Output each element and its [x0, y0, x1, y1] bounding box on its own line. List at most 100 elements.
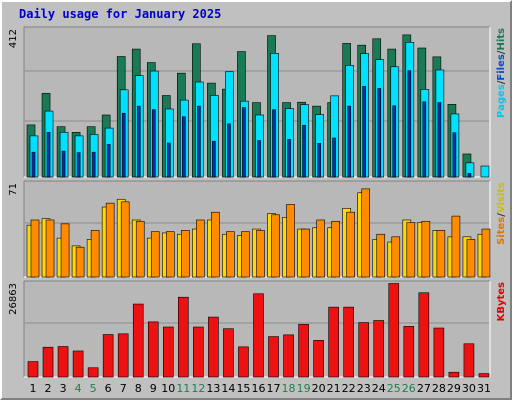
x-axis-day-label: 17	[267, 382, 281, 395]
hits-panel-legend-item-0: Pages	[496, 84, 507, 118]
x-axis-day-label: 26	[402, 382, 416, 395]
sites-bar	[196, 219, 205, 278]
kbytes-bar	[87, 367, 99, 378]
x-axis-day-label: 24	[372, 382, 386, 395]
pages-bar	[151, 109, 156, 178]
x-axis-day-label: 21	[327, 382, 341, 395]
kbytes-panel-legend: KBytes	[496, 282, 507, 321]
kbytes-bar	[448, 371, 460, 378]
kbytes-bar	[238, 346, 249, 378]
kbytes-bar	[433, 327, 445, 378]
kbytes-bar	[117, 333, 129, 378]
pages-bar	[362, 85, 367, 178]
sites-bar	[181, 230, 190, 278]
sites-bar	[105, 202, 115, 278]
kbytes-bar	[403, 326, 415, 378]
pages-bar	[227, 123, 231, 178]
x-axis-day-label: 4	[75, 382, 82, 395]
kbytes-bar	[373, 320, 385, 378]
pages-bar	[91, 151, 96, 178]
sites-bar	[45, 219, 55, 278]
hits-panel-legend-item-2: Files	[496, 54, 507, 80]
sites-bar	[451, 215, 461, 278]
visits-panel-max-label: 71	[8, 183, 19, 196]
kbytes-bar	[388, 283, 400, 378]
kbytes-bar	[298, 323, 309, 378]
pages-bar	[302, 124, 306, 178]
x-axis-day-label: 22	[342, 382, 356, 395]
x-axis-day-label: 2	[45, 382, 52, 395]
visits-panel-legend-item-2: Visits	[496, 182, 507, 213]
visits-panel-legend-item-0: Sites	[496, 217, 507, 245]
kbytes-bar	[208, 316, 219, 378]
kbytes-bar	[313, 340, 324, 378]
x-axis-day-label: 18	[282, 382, 296, 395]
chart-title: Daily usage for January 2025	[19, 7, 222, 21]
x-axis-day-label: 28	[432, 382, 446, 395]
hits-panel-legend-item-4: Hits	[496, 28, 507, 51]
sites-bar	[481, 228, 491, 278]
pages-bar	[197, 105, 201, 178]
pages-bar	[31, 151, 36, 178]
kbytes-bar	[132, 303, 144, 378]
pages-bar	[452, 132, 457, 178]
visits-panel-legend-item-1: /	[496, 213, 507, 217]
kbytes-bar	[268, 336, 279, 378]
x-axis-day-label: 15	[236, 382, 250, 395]
x-axis-day-label: 1	[30, 382, 37, 395]
sites-bar	[90, 230, 100, 278]
kbytes-bar	[72, 350, 84, 378]
kbytes-bar	[358, 322, 370, 378]
pages-bar	[407, 70, 412, 178]
kbytes-bar	[283, 334, 294, 378]
kbytes-bar	[102, 334, 114, 378]
x-axis-day-label: 13	[206, 382, 220, 395]
x-axis-day-label: 14	[221, 382, 235, 395]
pages-bar	[46, 132, 51, 178]
sites-bar	[60, 223, 70, 278]
x-axis-day-label: 10	[161, 382, 175, 395]
x-axis-day-label: 7	[120, 382, 127, 395]
kbytes-panel-legend-item-0: KBytes	[496, 282, 507, 321]
sites-bar	[150, 231, 160, 278]
x-axis-day-label: 20	[312, 382, 326, 395]
sites-bar	[30, 219, 40, 278]
sites-bar	[135, 220, 145, 278]
kbytes-bar	[147, 321, 159, 378]
kbytes-bar	[162, 326, 174, 378]
hits-panel-legend-item-1: /	[496, 80, 507, 84]
x-axis-day-label: 6	[105, 382, 112, 395]
kbytes-bar	[42, 346, 54, 378]
pages-bar	[182, 116, 186, 178]
kbytes-bar	[253, 293, 264, 378]
sites-bar	[331, 220, 340, 278]
kbytes-bar	[223, 328, 234, 378]
sites-bar	[120, 201, 130, 278]
kbytes-bar	[57, 346, 69, 378]
pages-bar	[467, 173, 472, 178]
files-bar	[480, 165, 490, 178]
pages-bar	[242, 107, 246, 178]
x-axis-day-label: 27	[417, 382, 431, 395]
pages-bar	[76, 152, 81, 178]
x-axis-day-label: 16	[251, 382, 265, 395]
sites-bar	[256, 230, 265, 278]
sites-bar	[165, 231, 175, 278]
hits-panel-legend: Pages/Files/Hits	[496, 28, 507, 118]
sites-bar	[316, 219, 325, 278]
x-axis-day-label: 12	[191, 382, 205, 395]
hits-panel-max-label: 412	[8, 29, 19, 48]
kbytes-bar	[418, 292, 430, 378]
kbytes-bar	[478, 373, 490, 378]
pages-bar	[166, 142, 171, 178]
kbytes-panel-max-label: 26863	[8, 283, 19, 315]
x-axis-day-label: 11	[176, 382, 190, 395]
pages-bar	[136, 105, 141, 178]
sites-bar	[241, 231, 250, 278]
sites-bar	[466, 239, 476, 278]
pages-bar	[317, 143, 321, 178]
x-axis-day-label: 19	[297, 382, 311, 395]
sites-bar	[346, 211, 355, 278]
